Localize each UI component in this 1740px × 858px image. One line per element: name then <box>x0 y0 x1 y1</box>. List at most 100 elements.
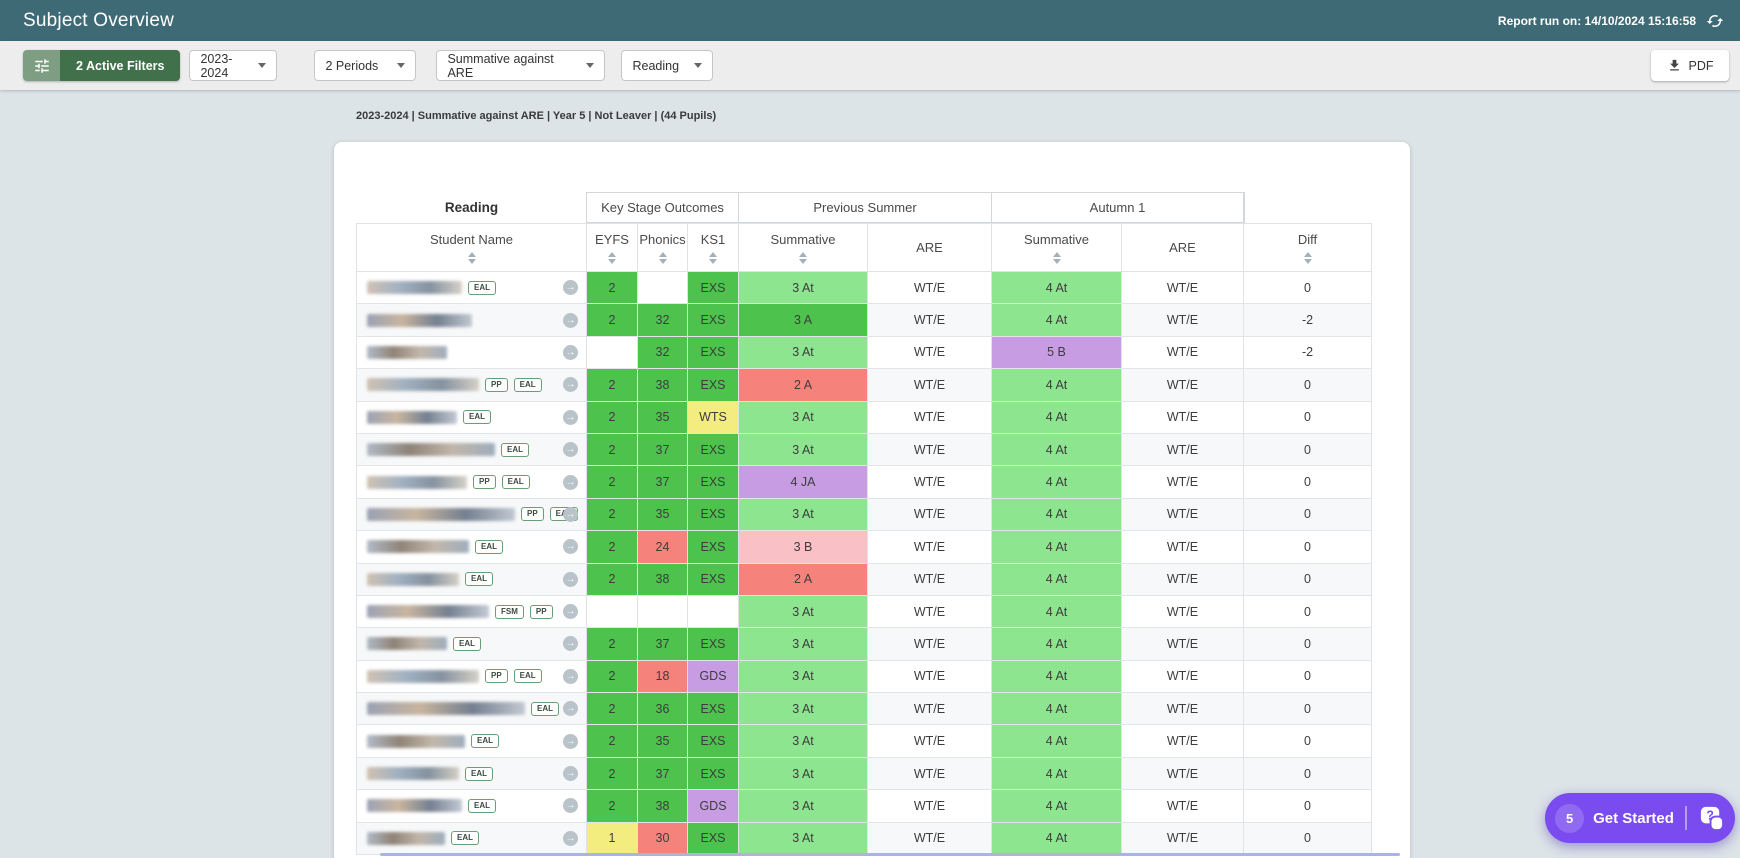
open-pupil-arrow-icon[interactable]: → <box>563 798 578 813</box>
sort-arrows-icon[interactable] <box>1053 252 1061 264</box>
student-name-cell: EAL → <box>356 531 587 563</box>
open-pupil-arrow-icon[interactable]: → <box>563 313 578 328</box>
cell-summative-5: 4 At <box>992 272 1122 304</box>
open-pupil-arrow-icon[interactable]: → <box>563 410 578 425</box>
pupil-flag-badge-pp: PP <box>530 605 553 619</box>
cell-summative-5: 4 At <box>992 304 1122 336</box>
cell-eyfs-0 <box>587 596 638 628</box>
pupil-flag-badge-pp: PP <box>521 507 544 521</box>
cell-diff-7: 0 <box>1244 790 1372 822</box>
column-header-ks1-3[interactable]: KS1 <box>688 223 739 272</box>
sort-arrows-icon[interactable] <box>799 252 807 264</box>
sort-arrows-icon[interactable] <box>1304 252 1312 264</box>
student-name-cell: PPEAL→ <box>356 661 587 693</box>
cell-are-4: WT/E <box>868 272 992 304</box>
column-header-are-7[interactable]: ARE <box>1122 223 1244 272</box>
pdf-download-button[interactable]: PDF <box>1651 50 1729 81</box>
open-pupil-arrow-icon[interactable]: → <box>563 442 578 457</box>
table-group-header-row: Reading Key Stage OutcomesPrevious Summe… <box>356 192 1372 223</box>
column-header-diff-8[interactable]: Diff <box>1244 223 1372 272</box>
open-pupil-arrow-icon[interactable]: → <box>563 539 578 554</box>
cell-summative-5: 4 At <box>992 596 1122 628</box>
open-pupil-arrow-icon[interactable]: → <box>563 345 578 360</box>
chevron-down-icon <box>397 63 405 68</box>
cell-summative-5: 4 At <box>992 823 1122 855</box>
cell-summative-5: 4 At <box>992 628 1122 660</box>
cell-phonics-1: 35 <box>638 499 688 531</box>
column-header-label: KS1 <box>701 232 726 247</box>
pupil-flag-badge-eal: EAL <box>502 475 530 489</box>
cell-are-4: WT/E <box>868 693 992 725</box>
column-header-label: Summative <box>770 232 835 247</box>
cell-diff-7: -2 <box>1244 304 1372 336</box>
cell-are-4: WT/E <box>868 564 992 596</box>
cell-phonics-1: 32 <box>638 304 688 336</box>
chevron-down-icon <box>258 63 266 68</box>
open-pupil-arrow-icon[interactable]: → <box>563 636 578 651</box>
column-header-label: Summative <box>1024 232 1089 247</box>
table-row: EAL→237EXS3 AtWT/E4 AtWT/E0 <box>356 434 1372 466</box>
column-header-student-name-0[interactable]: Student Name <box>356 223 587 272</box>
open-pupil-arrow-icon[interactable]: → <box>563 734 578 749</box>
cell-diff-7: 0 <box>1244 434 1372 466</box>
filter-dropdown-2023-2024[interactable]: 2023-2024 <box>189 50 277 81</box>
get-started-button[interactable]: 5 Get Started ? <box>1545 793 1735 843</box>
cell-summative-3: 3 At <box>739 693 868 725</box>
open-pupil-arrow-icon[interactable]: → <box>563 475 578 490</box>
cell-diff-7: 0 <box>1244 402 1372 434</box>
sort-arrows-icon[interactable] <box>659 252 667 264</box>
student-name-redacted <box>367 281 462 294</box>
group-header-previous-summer: Previous Summer <box>738 192 992 223</box>
cell-phonics-1: 30 <box>638 823 688 855</box>
student-name-redacted <box>367 702 525 715</box>
pupil-flag-badge-eal: EAL <box>514 669 542 683</box>
group-header-diff-spacer <box>1244 192 1372 223</box>
open-pupil-arrow-icon[interactable]: → <box>563 701 578 716</box>
cell-are-4: WT/E <box>868 596 992 628</box>
cell-eyfs-0: 2 <box>587 466 638 498</box>
open-pupil-arrow-icon[interactable]: → <box>563 377 578 392</box>
filter-dropdown-reading[interactable]: Reading <box>621 50 713 81</box>
student-name-cell: EAL→ <box>356 628 587 660</box>
table-row: PPEAL→238EXS2 AWT/E4 AtWT/E0 <box>356 369 1372 401</box>
student-name-redacted <box>367 735 465 748</box>
sort-arrows-icon[interactable] <box>468 252 476 264</box>
pupil-flag-badge-eal: EAL <box>475 540 503 554</box>
report-run-timestamp: Report run on: 14/10/2024 15:16:58 <box>1498 14 1696 28</box>
cell-ks1-2: EXS <box>688 304 739 336</box>
open-pupil-arrow-icon[interactable]: → <box>563 604 578 619</box>
cell-summative-5: 4 At <box>992 531 1122 563</box>
table-row: EAL→237EXS3 AtWT/E4 AtWT/E0 <box>356 628 1372 660</box>
refresh-icon[interactable] <box>1706 12 1724 30</box>
column-header-phonics-2[interactable]: Phonics <box>638 223 688 272</box>
open-pupil-arrow-icon[interactable]: → <box>563 669 578 684</box>
cell-diff-7: 0 <box>1244 758 1372 790</box>
horizontal-scrollbar[interactable] <box>380 853 1400 856</box>
cell-ks1-2: EXS <box>688 337 739 369</box>
pupil-flag-badge-eal: EAL <box>451 831 479 845</box>
cell-ks1-2: GDS <box>688 661 739 693</box>
open-pupil-arrow-icon[interactable]: → <box>563 572 578 587</box>
cell-summative-3: 3 At <box>739 823 868 855</box>
column-header-eyfs-1[interactable]: EYFS <box>587 223 638 272</box>
subject-overview-page: Subject Overview Report run on: 14/10/20… <box>0 0 1740 858</box>
student-name-cell: PPEAL→ <box>356 369 587 401</box>
column-header-summative-4[interactable]: Summative <box>739 223 868 272</box>
sort-arrows-icon[interactable] <box>709 252 717 264</box>
filter-dropdown-summative-against-are[interactable]: Summative against ARE <box>436 50 605 81</box>
filter-dropdown-2-periods[interactable]: 2 Periods <box>314 50 416 81</box>
open-pupil-arrow-icon[interactable]: → <box>563 831 578 846</box>
cell-are-6: WT/E <box>1122 434 1244 466</box>
column-header-label: Student Name <box>430 232 513 247</box>
column-header-summative-6[interactable]: Summative <box>992 223 1122 272</box>
open-pupil-arrow-icon[interactable]: → <box>563 280 578 295</box>
active-filters-button[interactable]: 2 Active Filters <box>23 50 180 81</box>
sort-arrows-icon[interactable] <box>608 252 616 264</box>
column-header-are-5[interactable]: ARE <box>868 223 992 272</box>
report-run-area: Report run on: 14/10/2024 15:16:58 <box>1498 0 1724 41</box>
cell-summative-5: 4 At <box>992 693 1122 725</box>
open-pupil-arrow-icon[interactable]: → <box>563 766 578 781</box>
cell-summative-3: 3 At <box>739 725 868 757</box>
open-pupil-arrow-icon[interactable]: → <box>563 507 578 522</box>
cell-eyfs-0: 2 <box>587 499 638 531</box>
